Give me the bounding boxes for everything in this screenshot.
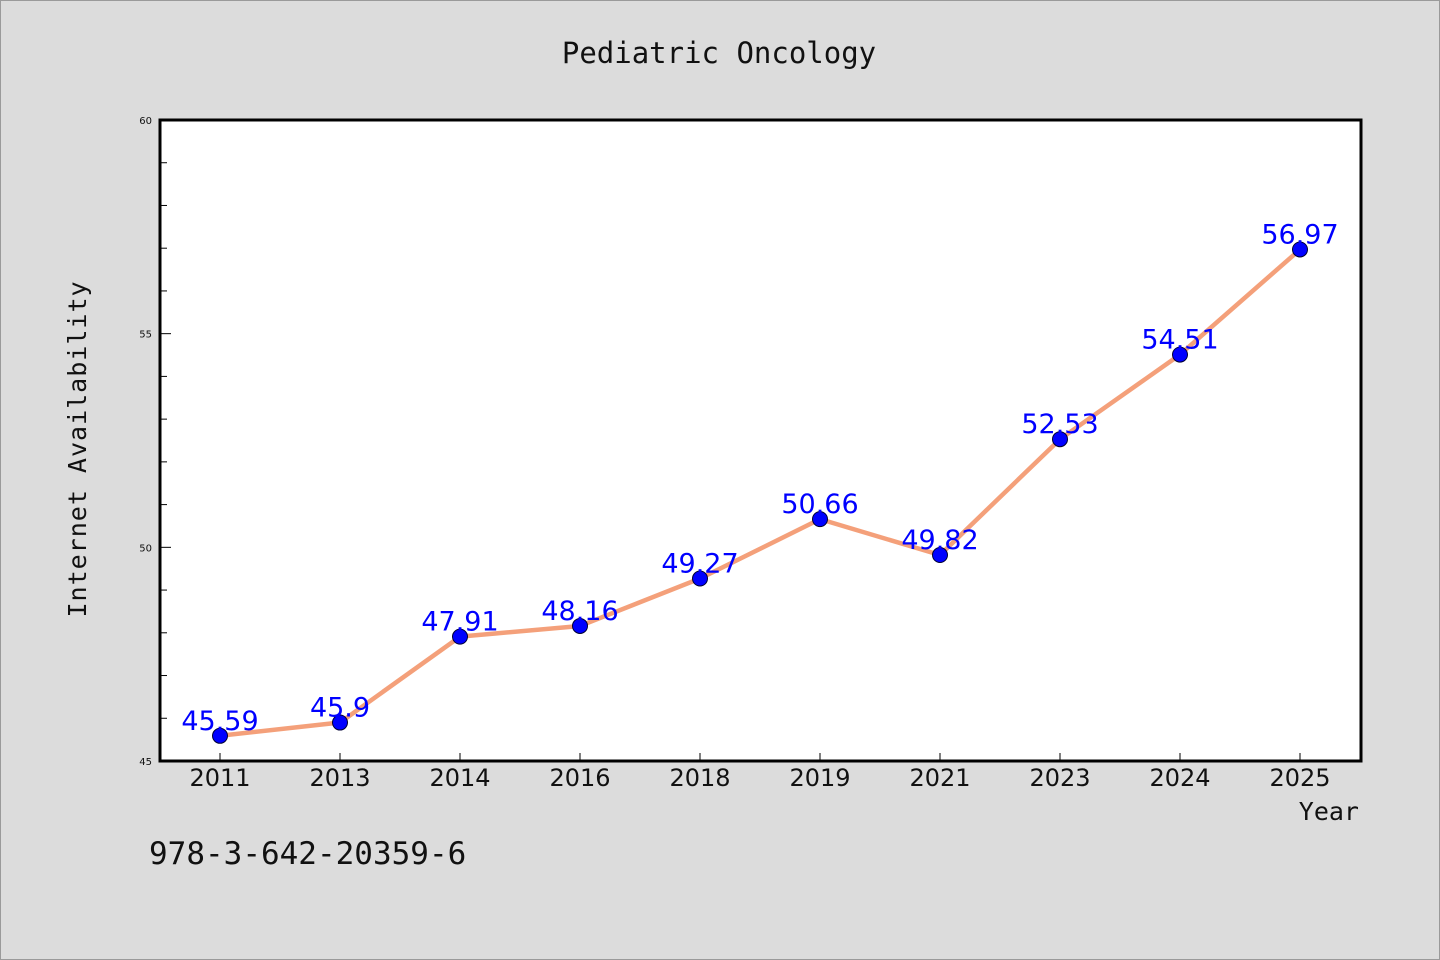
data-label: 49.27	[661, 549, 738, 580]
y-tick-label: 45	[139, 757, 152, 768]
data-point	[1172, 346, 1188, 363]
data-point	[812, 511, 828, 528]
data-point	[332, 714, 348, 731]
data-labels: 45.59 45.9 47.91 48.16 49.27 50.66 49.82 52.53 5…	[181, 219, 1338, 736]
x-axis-label: Year	[1299, 797, 1359, 826]
x-tick-label: 2021	[909, 764, 970, 792]
y-tick-label: 55	[139, 330, 152, 341]
x-tick-label: 2019	[789, 764, 850, 792]
data-label: 48.16	[541, 596, 618, 627]
data-point	[1292, 241, 1308, 258]
data-point	[1052, 431, 1068, 448]
data-label: 56.97	[1261, 219, 1338, 250]
data-point	[932, 547, 948, 564]
x-axis-ticks: 2011 2013 2014 2016 2018 2019 2021 2023 2024 2025	[189, 753, 1331, 792]
y-axis-ticks: 45 50 55 60	[139, 116, 171, 768]
y-tick-label: 50	[139, 543, 152, 554]
chart-title: Pediatric Oncology	[562, 36, 876, 70]
y-axis-label: Internet Availability	[63, 280, 92, 617]
isbn-footnote: 978-3-642-20359-6	[149, 836, 466, 872]
data-label: 45.9	[310, 693, 370, 724]
plot-area	[158, 118, 1363, 763]
x-tick-label: 2025	[1269, 764, 1330, 792]
series-line	[217, 247, 1303, 739]
x-tick-label: 2014	[429, 764, 490, 792]
data-label: 50.66	[781, 489, 858, 520]
data-label: 52.53	[1021, 409, 1098, 440]
y-tick-label: 60	[139, 116, 152, 127]
data-label: 47.91	[421, 607, 498, 638]
data-point	[692, 570, 708, 587]
data-label: 45.59	[181, 706, 258, 737]
data-point	[212, 727, 228, 744]
data-point	[572, 617, 588, 634]
series-polyline	[217, 247, 1303, 739]
data-label: 49.82	[901, 525, 978, 556]
x-tick-label: 2011	[189, 764, 250, 792]
series-points	[212, 241, 1308, 744]
x-tick-label: 2016	[549, 764, 610, 792]
data-point	[452, 628, 468, 645]
data-label: 54.51	[1141, 325, 1218, 356]
x-tick-label: 2018	[669, 764, 730, 792]
x-tick-label: 2024	[1149, 764, 1210, 792]
x-tick-label: 2023	[1029, 764, 1090, 792]
x-tick-label: 2013	[309, 764, 370, 792]
